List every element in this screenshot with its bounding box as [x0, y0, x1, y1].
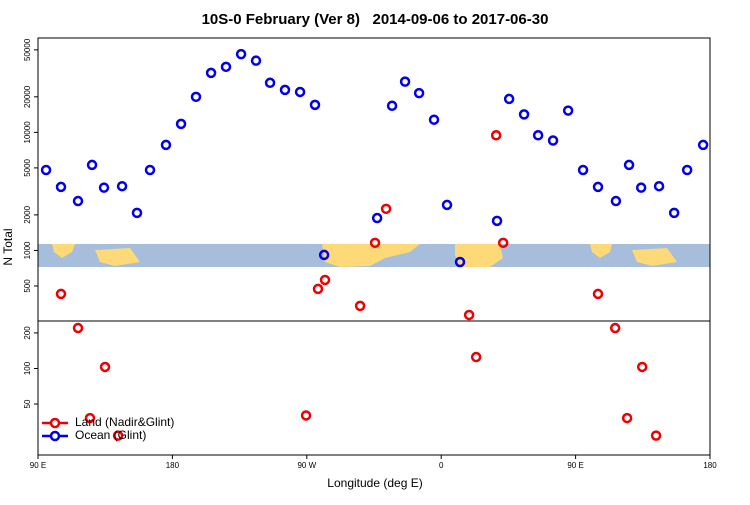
plot-frame	[37, 37, 711, 456]
y-tick-label: 500	[23, 279, 32, 293]
y-tick-label: 50000	[23, 38, 32, 61]
point	[413, 87, 425, 99]
point	[294, 86, 306, 98]
point	[235, 48, 247, 60]
map-strip	[38, 244, 710, 267]
point	[609, 322, 621, 334]
y-tick-label: 1000	[23, 241, 32, 259]
point	[99, 361, 111, 373]
point	[399, 76, 411, 87]
point	[386, 100, 398, 112]
x-tick-label: 180	[166, 461, 180, 470]
point	[491, 215, 503, 227]
point	[428, 114, 440, 125]
point	[503, 93, 515, 105]
point	[532, 130, 544, 141]
legend-marker	[49, 417, 61, 429]
point	[55, 288, 67, 300]
point	[610, 195, 622, 207]
y-axis-label: N Total	[1, 228, 15, 265]
point	[264, 77, 276, 89]
point	[380, 203, 392, 215]
point	[72, 322, 84, 334]
y-tick-label: 50	[23, 399, 32, 408]
point	[635, 182, 647, 193]
y-tick-label: 20000	[23, 85, 32, 108]
point	[623, 159, 635, 171]
point	[309, 99, 321, 111]
legend-label: Ocean (Glint)	[75, 428, 146, 442]
y-tick-label: 10000	[23, 121, 32, 144]
y-tick-label: 5000	[23, 158, 32, 176]
point	[279, 84, 291, 96]
x-tick-label: 90 E	[567, 461, 583, 470]
y-tick-label: 2000	[23, 205, 32, 223]
point	[577, 164, 589, 176]
point	[86, 159, 98, 171]
point	[116, 180, 128, 192]
point	[592, 288, 604, 300]
point	[98, 182, 110, 193]
point	[250, 55, 262, 66]
point	[650, 430, 662, 441]
point	[463, 309, 475, 321]
point	[592, 181, 604, 193]
legend-marker	[49, 430, 61, 442]
point	[371, 212, 383, 224]
point	[40, 164, 52, 176]
x-axis-label: Longitude (deg E)	[327, 476, 422, 490]
point	[441, 199, 453, 211]
x-tick-label: 0	[439, 461, 444, 470]
point	[55, 181, 67, 193]
point	[470, 351, 482, 363]
point	[205, 67, 217, 79]
point	[681, 164, 693, 176]
point	[300, 410, 312, 421]
point	[131, 207, 143, 219]
y-tick-label: 100	[23, 361, 32, 375]
point	[668, 207, 680, 219]
point	[562, 105, 574, 116]
x-tick-label: 180	[703, 461, 717, 470]
point	[490, 130, 502, 141]
point	[547, 135, 559, 146]
point	[621, 412, 633, 424]
point	[160, 139, 172, 151]
point	[84, 412, 96, 424]
point	[72, 195, 84, 207]
point	[318, 249, 330, 261]
point	[312, 283, 324, 295]
y-tick-label: 200	[23, 326, 32, 340]
point	[319, 274, 331, 286]
point	[190, 91, 202, 103]
point	[653, 180, 665, 192]
point	[144, 164, 156, 176]
point	[220, 61, 232, 73]
point	[454, 256, 466, 268]
legend-label: Land (Nadir&Glint)	[75, 415, 174, 429]
point	[112, 430, 124, 441]
point	[636, 361, 648, 373]
point	[354, 300, 366, 312]
point	[369, 237, 381, 249]
point	[697, 139, 709, 151]
point	[175, 118, 187, 130]
chart-title: 10S-0 February (Ver 8) 2014-09-06 to 201…	[202, 11, 549, 28]
x-tick-label: 90 W	[297, 461, 316, 470]
point	[497, 237, 509, 249]
x-tick-label: 90 E	[30, 461, 46, 470]
point	[518, 109, 530, 120]
